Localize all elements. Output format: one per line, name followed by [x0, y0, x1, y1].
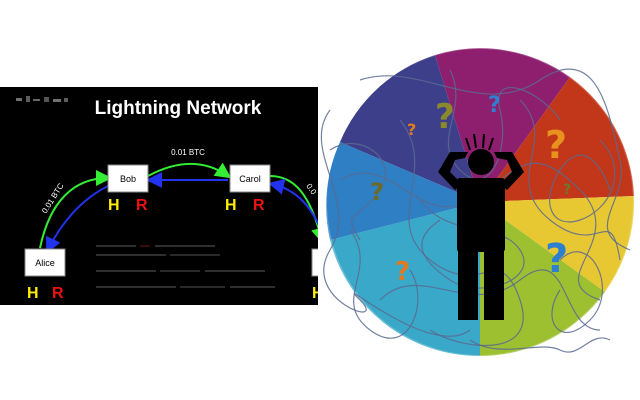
faint-text-lines — [96, 245, 275, 288]
lightning-slide: Lightning Network 0.01 BTC 0.01 BTC 0.0 … — [0, 87, 324, 305]
slide-logo-smudge — [16, 96, 68, 102]
question-mark-icon: ? — [545, 236, 568, 282]
slide-title: Lightning Network — [95, 98, 262, 119]
node-carol: Carol H R — [225, 164, 271, 214]
question-marks: ? ? ? ? ? ? ? ? — [370, 93, 571, 287]
preimage-letter: R — [136, 197, 148, 214]
edge-alice-bob-forward — [39, 170, 112, 249]
hash-letter: H — [108, 197, 120, 214]
edge-label-bob-carol: 0.01 BTC — [171, 148, 205, 157]
tangled-scribbles — [320, 68, 631, 353]
wheel-segment-blue — [326, 142, 480, 240]
question-mark-icon: ? — [407, 120, 416, 139]
node-label: Bob — [120, 174, 136, 184]
question-mark-icon: ? — [370, 178, 384, 206]
edge-next-carol-return — [268, 178, 318, 226]
confused-person-icon — [438, 133, 524, 320]
preimage-letter: R — [253, 197, 265, 214]
question-mark-icon: ? — [545, 123, 567, 167]
hash-letter: H — [27, 285, 39, 302]
preimage-letter: R — [52, 285, 64, 302]
node-label: Alice — [35, 258, 55, 268]
edge-bob-carol-forward — [147, 162, 232, 179]
edge-bob-alice-return — [45, 185, 109, 254]
hash-letter: H — [225, 197, 237, 214]
hash-letter: H — [312, 285, 324, 302]
node-alice: Alice H R — [24, 248, 66, 302]
node-label: Carol — [239, 174, 261, 184]
question-mark-icon: ? — [435, 97, 455, 137]
question-mark-icon: ? — [563, 182, 571, 198]
edge-carol-next-forward — [269, 175, 318, 244]
node-bob: Bob H R — [107, 164, 149, 214]
question-mark-icon: ? — [488, 93, 501, 118]
question-mark-icon: ? — [395, 257, 410, 287]
node-next: H — [311, 248, 324, 302]
wheel-segment-teal — [330, 202, 480, 357]
confusion-illustration: ? ? ? ? ? ? ? ? — [320, 47, 635, 357]
